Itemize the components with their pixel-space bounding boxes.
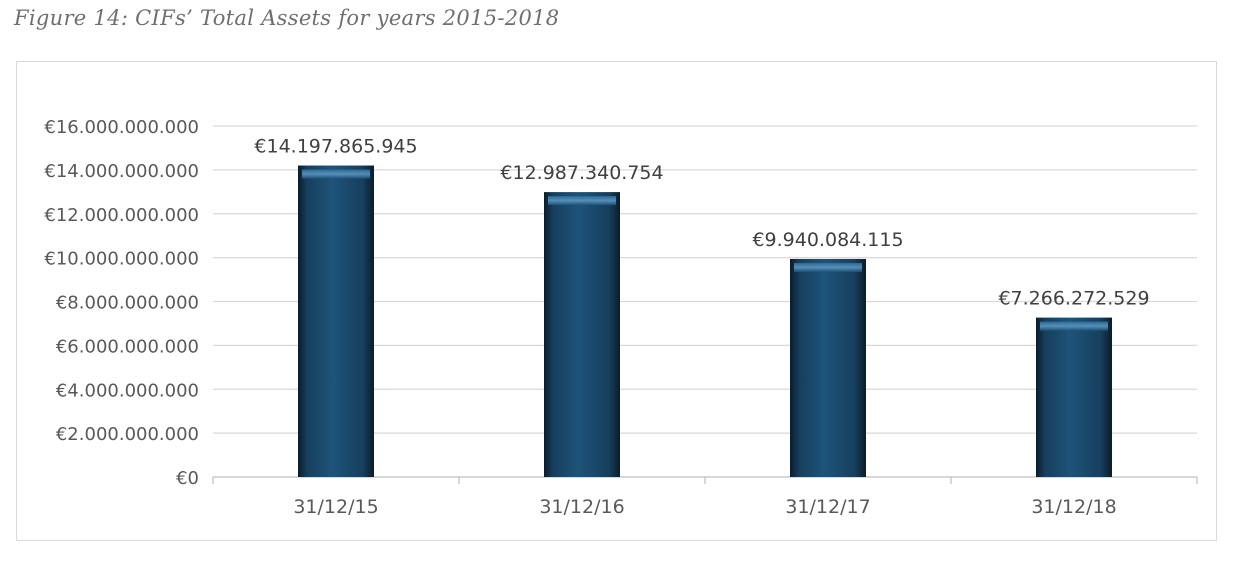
bar (544, 192, 620, 477)
x-tick-label: 31/12/16 (539, 496, 624, 518)
x-tick-label: 31/12/18 (1031, 496, 1116, 518)
bar (1036, 317, 1112, 477)
bar-body (298, 165, 374, 478)
bar-data-label: €7.266.272.529 (998, 288, 1149, 310)
bar-data-label: €14.197.865.945 (254, 136, 417, 158)
bar (298, 165, 374, 478)
bar-data-label: €9.940.084.115 (752, 229, 903, 251)
chart-frame (16, 61, 1217, 541)
y-tick-label: €8.000.000.000 (56, 293, 199, 314)
bar-highlight (548, 196, 616, 206)
bar (790, 258, 866, 477)
y-tick-label: €2.000.000.000 (56, 424, 199, 445)
bar-highlight (302, 169, 370, 179)
y-tick-label: €10.000.000.000 (44, 249, 199, 270)
y-tick-label: €4.000.000.000 (56, 380, 199, 401)
x-tick-label: 31/12/17 (785, 496, 870, 518)
y-tick-label: €12.000.000.000 (44, 205, 199, 226)
bar-highlight (1040, 321, 1108, 331)
bar-body (544, 192, 620, 477)
bar-data-label: €12.987.340.754 (500, 162, 663, 184)
bar-body (790, 258, 866, 477)
y-tick-label: €6.000.000.000 (56, 336, 199, 357)
bar-highlight (794, 262, 862, 272)
y-tick-label: €16.000.000.000 (44, 117, 199, 138)
y-tick-label: €0 (176, 468, 199, 489)
x-tick-label: 31/12/15 (293, 496, 378, 518)
figure-caption: Figure 14: CIFs’ Total Assets for years … (14, 6, 560, 30)
y-tick-label: €14.000.000.000 (44, 161, 199, 182)
bar-body (1036, 317, 1112, 477)
